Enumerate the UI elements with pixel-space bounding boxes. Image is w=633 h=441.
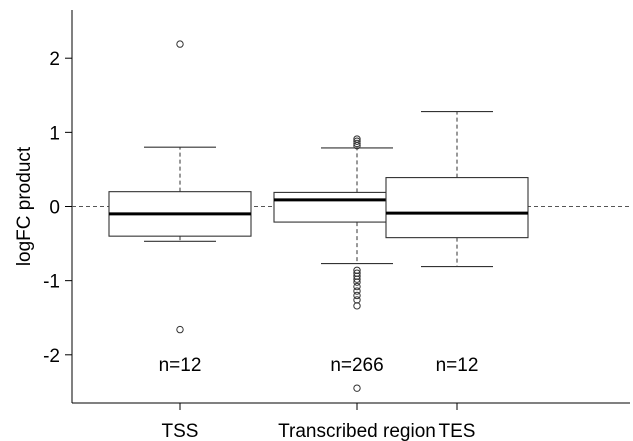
x-tick-label: Transcribed region <box>278 421 436 441</box>
outlier-point <box>353 278 361 286</box>
n-count-label: n=266 <box>330 355 383 376</box>
outlier-point <box>353 139 361 148</box>
x-tick-label: TES <box>439 421 476 441</box>
outlier-point <box>353 282 361 291</box>
n-count-label: n=12 <box>436 355 479 376</box>
y-tick-label: -1 <box>43 272 60 293</box>
x-tick-label: TSS <box>162 421 199 441</box>
y-tick-label: 2 <box>49 49 60 70</box>
outlier-point <box>176 40 184 48</box>
y-axis-title: logFC product <box>14 146 35 266</box>
outlier-point <box>176 325 184 334</box>
iqr-box <box>385 177 529 239</box>
axes: -2 -1 0 1 2 TSS Transcribed region TES <box>43 10 630 441</box>
box-group: n=12 <box>385 111 529 376</box>
n-count-label: n=12 <box>159 355 202 376</box>
plot-area: n=12 n=266 n=12 <box>72 40 630 392</box>
y-tick-label: 0 <box>49 198 60 219</box>
box-group: n=266 <box>273 135 441 392</box>
outlier-point <box>353 275 361 283</box>
outlier-point <box>353 137 361 145</box>
outlier-point <box>353 291 361 300</box>
outlier-point <box>353 384 361 392</box>
y-tick-label: 1 <box>49 123 60 144</box>
outlier-point <box>353 302 361 310</box>
outlier-point <box>353 141 361 150</box>
y-tick-label: -2 <box>43 346 60 367</box>
outlier-point <box>353 287 361 295</box>
box-group: n=12 <box>108 40 252 376</box>
